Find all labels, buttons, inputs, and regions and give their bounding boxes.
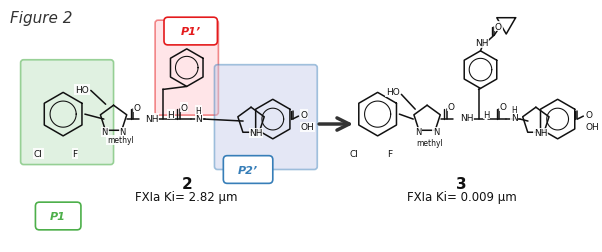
Text: HO: HO (75, 86, 89, 94)
Text: NH: NH (249, 129, 262, 138)
Text: O: O (495, 22, 502, 32)
Text: N: N (195, 114, 202, 123)
Text: 3: 3 (456, 176, 467, 191)
FancyBboxPatch shape (223, 156, 273, 184)
Text: 2: 2 (181, 176, 192, 191)
Text: P1: P1 (50, 211, 66, 221)
Text: NH: NH (534, 129, 548, 138)
FancyBboxPatch shape (155, 21, 219, 116)
Text: NH: NH (475, 39, 488, 48)
Text: P1’: P1’ (181, 27, 201, 37)
Text: O: O (447, 102, 455, 111)
Text: N: N (433, 128, 439, 137)
Text: H: H (167, 110, 175, 119)
Text: O: O (180, 103, 187, 112)
Text: O: O (300, 110, 308, 119)
Text: H: H (511, 105, 517, 114)
Text: methyl: methyl (417, 139, 444, 148)
FancyBboxPatch shape (36, 202, 81, 230)
Text: F: F (387, 150, 392, 159)
Text: N: N (415, 128, 421, 137)
Text: Figure 2: Figure 2 (10, 11, 72, 26)
Text: N: N (102, 128, 108, 137)
Text: F: F (72, 150, 78, 159)
Text: HO: HO (386, 87, 399, 97)
Text: N: N (510, 113, 518, 122)
Text: H: H (483, 110, 489, 119)
Text: NH: NH (460, 113, 473, 122)
Text: NH: NH (145, 114, 159, 123)
Text: methyl: methyl (107, 136, 134, 145)
Text: OH: OH (300, 123, 314, 132)
Text: FXIa Ki= 0.009 μm: FXIa Ki= 0.009 μm (407, 190, 517, 203)
Text: FXIa Ki= 2.82 μm: FXIa Ki= 2.82 μm (135, 190, 238, 203)
Text: Cl: Cl (349, 150, 358, 159)
FancyBboxPatch shape (20, 60, 114, 165)
Text: H: H (196, 106, 202, 115)
Text: O: O (500, 102, 507, 111)
Text: N: N (119, 128, 126, 137)
FancyBboxPatch shape (164, 18, 217, 46)
Text: OH: OH (585, 123, 599, 132)
Text: O: O (585, 110, 592, 119)
Text: O: O (134, 103, 141, 112)
Text: Cl: Cl (34, 150, 43, 159)
FancyBboxPatch shape (214, 66, 317, 170)
Text: P2’: P2’ (238, 165, 258, 175)
